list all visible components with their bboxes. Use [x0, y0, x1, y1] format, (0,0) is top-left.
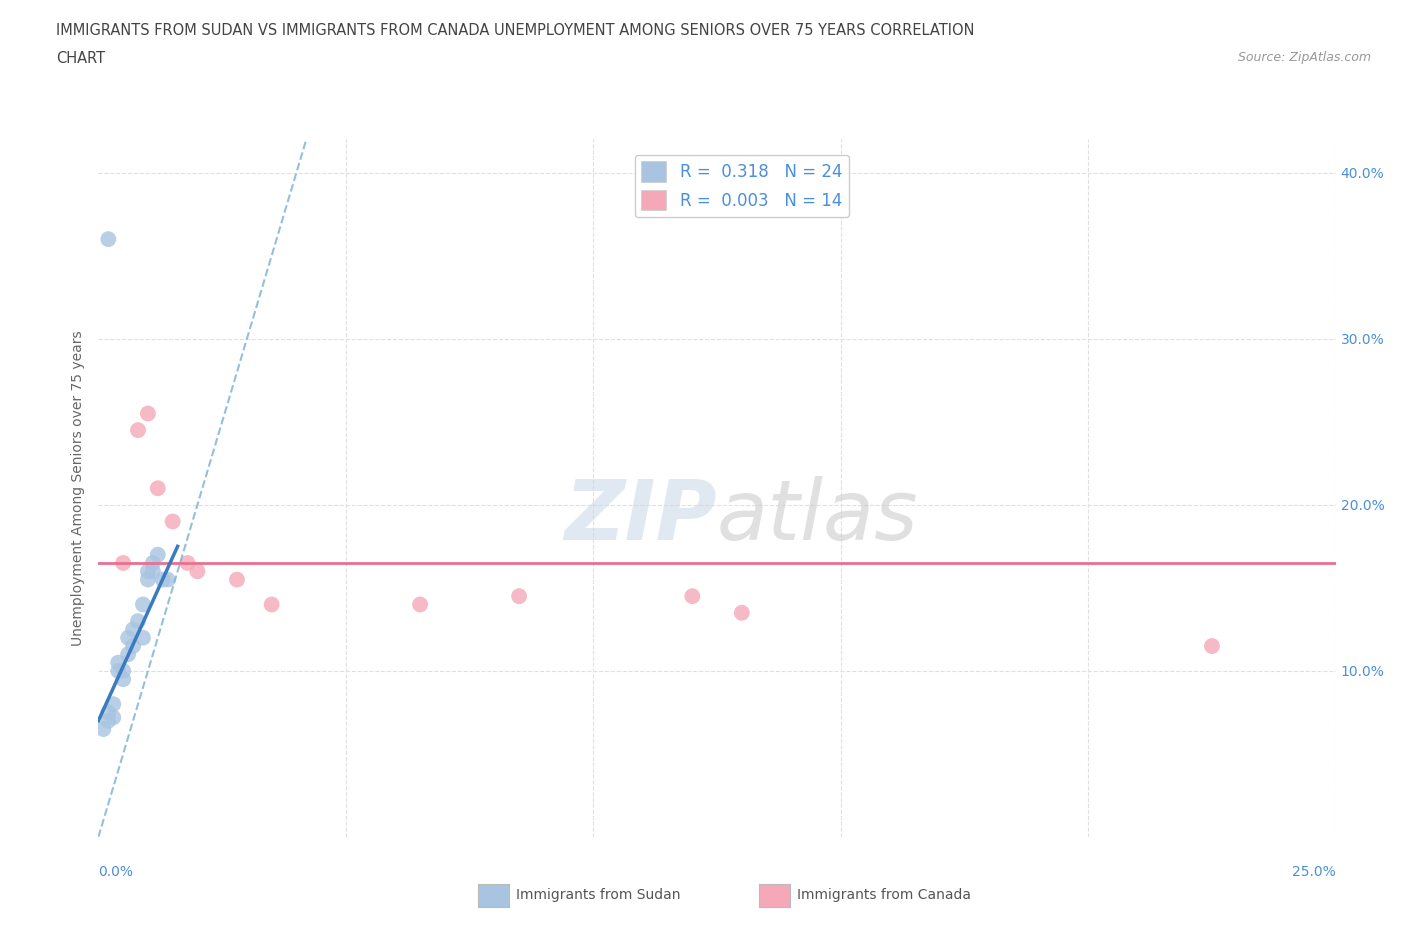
Point: [127, 422, 149, 438]
Point: [142, 555, 165, 570]
Text: 0.0%: 0.0%: [98, 865, 134, 879]
Point: [152, 572, 174, 587]
Point: [122, 622, 145, 637]
Point: [731, 605, 754, 620]
Text: Source: ZipAtlas.com: Source: ZipAtlas.com: [1237, 51, 1371, 64]
Point: [112, 663, 135, 678]
Point: [117, 647, 139, 662]
Point: [156, 572, 179, 587]
Point: [226, 572, 249, 587]
Text: CHART: CHART: [56, 51, 105, 66]
Point: [112, 555, 135, 570]
Point: [103, 697, 125, 711]
Point: [107, 656, 129, 671]
Point: [97, 705, 120, 720]
Point: [122, 639, 145, 654]
Text: 25.0%: 25.0%: [1292, 865, 1336, 879]
Y-axis label: Unemployment Among Seniors over 75 years: Unemployment Among Seniors over 75 years: [72, 330, 86, 646]
Point: [97, 232, 120, 246]
Point: [132, 597, 155, 612]
Point: [1201, 639, 1223, 654]
Point: [103, 710, 125, 724]
Text: ZIP: ZIP: [564, 475, 717, 557]
Point: [409, 597, 432, 612]
Point: [112, 671, 135, 686]
Text: atlas: atlas: [717, 475, 918, 557]
Point: [508, 589, 530, 604]
Text: Immigrants from Canada: Immigrants from Canada: [797, 888, 972, 902]
Point: [132, 631, 155, 645]
Point: [186, 564, 208, 578]
Point: [681, 589, 703, 604]
Point: [142, 564, 165, 578]
Point: [127, 614, 149, 629]
Point: [176, 555, 198, 570]
Text: Immigrants from Sudan: Immigrants from Sudan: [516, 888, 681, 902]
Text: IMMIGRANTS FROM SUDAN VS IMMIGRANTS FROM CANADA UNEMPLOYMENT AMONG SENIORS OVER : IMMIGRANTS FROM SUDAN VS IMMIGRANTS FROM…: [56, 23, 974, 38]
Point: [107, 663, 129, 678]
Point: [260, 597, 283, 612]
Point: [146, 481, 169, 496]
Point: [136, 572, 159, 587]
Point: [136, 564, 159, 578]
Point: [136, 406, 159, 421]
Point: [93, 722, 115, 737]
Point: [146, 547, 169, 562]
Legend: R =  0.318   N = 24, R =  0.003   N = 14: R = 0.318 N = 24, R = 0.003 N = 14: [634, 154, 849, 217]
Point: [162, 514, 184, 529]
Point: [117, 631, 139, 645]
Point: [97, 713, 120, 728]
